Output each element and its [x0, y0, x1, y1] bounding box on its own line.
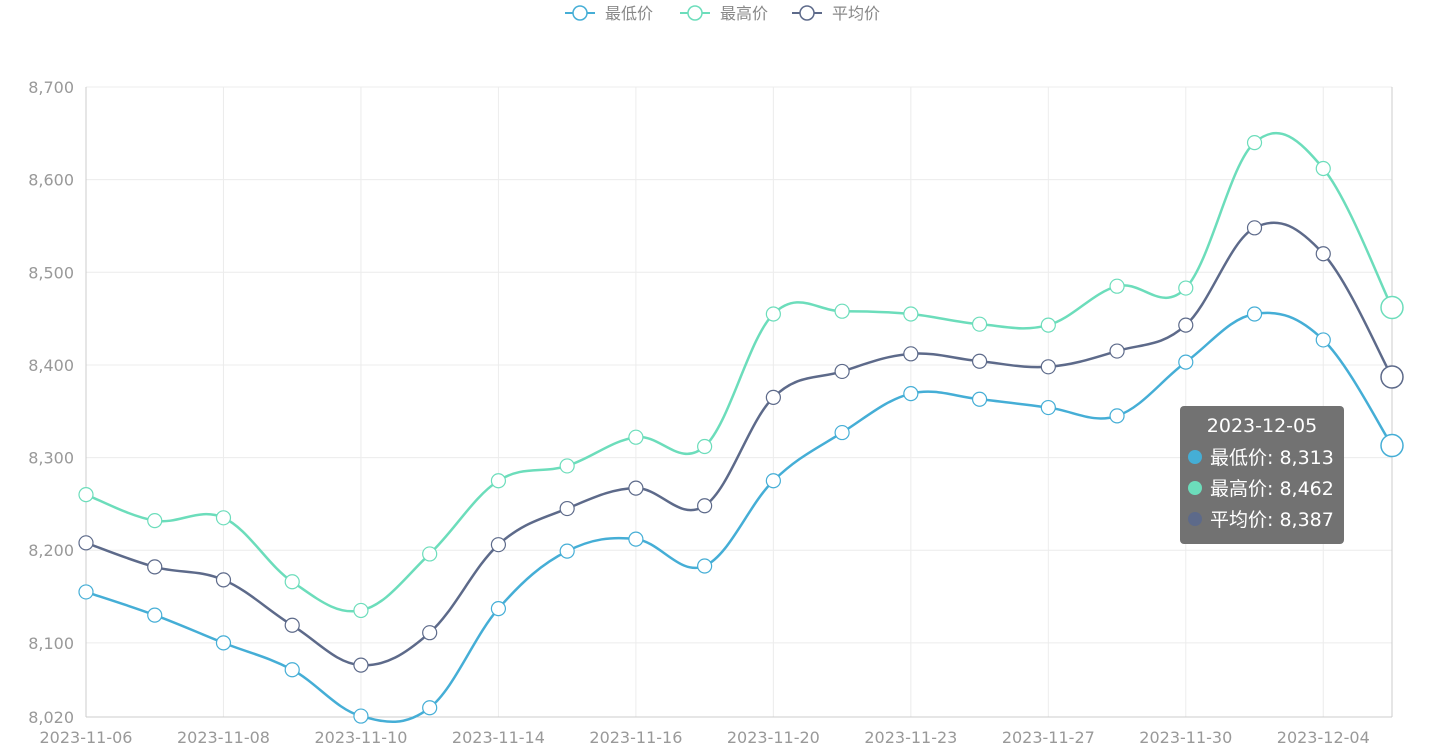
data-point: [971, 391, 988, 407]
series-line-2: [85, 221, 1394, 667]
tooltip-row-max: 最高价: 8,462: [1188, 472, 1336, 503]
tooltip-title: 2023-12-05: [1206, 415, 1318, 437]
data-point: [147, 607, 163, 623]
tooltip-value-max: 最高价: 8,462: [1210, 478, 1334, 500]
legend-marker: [687, 5, 703, 21]
data-point: [559, 458, 575, 474]
legend-marker: [799, 5, 815, 21]
data-point: [1040, 399, 1056, 416]
data-point: [903, 346, 919, 362]
x-tick-label: 2023-11-06: [40, 728, 133, 747]
y-tick-label: 8,100: [28, 634, 74, 653]
data-point: [422, 700, 438, 716]
data-point: [1380, 433, 1404, 458]
data-point: [1246, 306, 1263, 322]
data-point: [490, 473, 507, 489]
data-point: [834, 424, 850, 441]
x-tick-label: 2023-11-10: [314, 728, 407, 747]
data-point: [284, 617, 300, 633]
data-point: [284, 574, 300, 590]
series-line-1: [85, 131, 1394, 613]
data-point: [903, 306, 919, 322]
data-point: [215, 510, 232, 526]
data-point: [422, 546, 438, 562]
data-point: [1109, 278, 1125, 294]
data-point: [1178, 317, 1194, 333]
y-tick-label: 8,700: [28, 78, 74, 97]
x-tick-label: 2023-11-30: [1139, 728, 1232, 747]
data-point: [697, 498, 713, 514]
x-tick-label: 2023-12-04: [1277, 728, 1370, 747]
x-tick-label: 2023-11-27: [1002, 728, 1095, 747]
data-point: [78, 535, 94, 551]
y-tick-label: 8,500: [28, 263, 74, 282]
tooltip-value-min: 最低价: 8,313: [1210, 447, 1334, 469]
tooltip-row-avg: 平均价: 8,387: [1188, 503, 1336, 534]
data-point: [1178, 354, 1194, 370]
data-point: [490, 601, 507, 617]
tooltip-row-min: 最低价: 8,313: [1188, 441, 1336, 472]
data-point: [834, 363, 850, 380]
y-tick-label: 8,200: [28, 541, 74, 560]
data-point: [215, 635, 232, 651]
y-tick-label: 8,600: [28, 171, 74, 190]
data-point: [1109, 408, 1125, 424]
data-point: [147, 559, 163, 575]
data-point: [1380, 295, 1404, 320]
data-point: [1109, 343, 1125, 359]
data-point: [628, 531, 644, 547]
tooltip-value-avg: 平均价: 8,387: [1210, 509, 1334, 531]
tooltip-dot-avg: [1188, 511, 1202, 526]
chart-tooltip: 2023-12-05 最低价: 8,313 最高价: 8,462 平均价: 8,…: [1180, 406, 1344, 544]
data-point: [765, 389, 781, 405]
x-tick-label: 2023-11-14: [452, 728, 545, 747]
x-tick-label: 2023-11-23: [864, 728, 957, 747]
data-point: [559, 543, 575, 559]
legend-marker: [572, 5, 588, 21]
data-point: [422, 625, 438, 641]
data-point: [834, 303, 850, 319]
data-point: [628, 480, 644, 496]
data-point: [628, 429, 644, 445]
legend-label: 平均价: [832, 4, 880, 23]
data-point: [1315, 332, 1331, 348]
data-point: [78, 584, 94, 600]
tooltip-dot-max: [1188, 480, 1202, 495]
data-point: [697, 438, 713, 455]
y-tick-label: 8,400: [28, 356, 74, 375]
y-tick-label: 8,020: [28, 708, 74, 727]
data-point: [490, 537, 507, 553]
data-point: [1246, 134, 1263, 151]
data-point: [1040, 359, 1056, 375]
tooltip-dot-min: [1188, 449, 1202, 464]
data-point: [353, 708, 369, 724]
x-tick-label: 2023-11-08: [177, 728, 270, 747]
data-point: [1315, 160, 1331, 177]
data-point: [1040, 317, 1056, 333]
data-point: [1178, 280, 1194, 296]
data-point: [353, 602, 369, 619]
data-point: [971, 353, 988, 369]
legend-label: 最低价: [605, 4, 653, 23]
data-point: [78, 487, 94, 503]
data-point: [1315, 246, 1331, 262]
data-point: [1380, 365, 1404, 389]
data-point: [1246, 220, 1263, 236]
data-point: [215, 572, 232, 588]
data-point: [765, 306, 781, 322]
data-point: [765, 473, 781, 489]
x-tick-label: 2023-11-20: [727, 728, 820, 747]
data-point: [147, 512, 163, 529]
data-point: [903, 386, 919, 402]
data-point: [284, 662, 300, 678]
data-point: [971, 316, 988, 332]
y-tick-label: 8,300: [28, 449, 74, 468]
data-point: [353, 657, 369, 673]
data-point: [559, 500, 575, 517]
x-tick-label: 2023-11-16: [589, 728, 682, 747]
legend-label: 最高价: [720, 4, 768, 23]
data-point: [697, 558, 713, 574]
